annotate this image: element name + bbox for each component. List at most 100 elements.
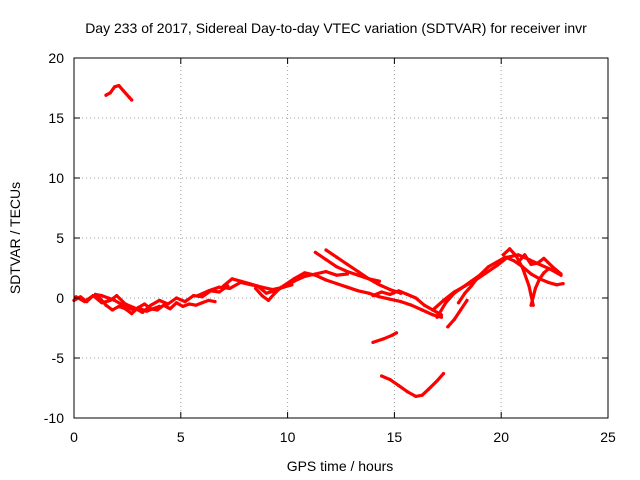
- data-point: [482, 270, 486, 274]
- data-point: [335, 265, 339, 269]
- data-point: [256, 284, 260, 288]
- data-point: [207, 298, 211, 302]
- data-point: [533, 286, 538, 290]
- data-point: [356, 273, 360, 277]
- y-tick-label: 0: [56, 290, 64, 306]
- x-tick-label: 10: [280, 429, 296, 445]
- data-point: [420, 308, 424, 312]
- data-point: [162, 303, 166, 307]
- data-point: [542, 271, 546, 275]
- data-point: [117, 304, 121, 308]
- data-point: [127, 96, 132, 100]
- data-point: [108, 91, 112, 95]
- x-tick-label: 20: [493, 429, 509, 445]
- data-point: [397, 384, 401, 388]
- data-point: [495, 260, 499, 264]
- data-point: [335, 255, 339, 259]
- data-point: [388, 297, 392, 301]
- data-point: [142, 302, 147, 306]
- data-point: [380, 290, 384, 294]
- data-point: [290, 283, 294, 287]
- data-point: [217, 285, 221, 289]
- data-point: [356, 289, 360, 293]
- data-point: [157, 304, 161, 308]
- y-tick-label: 5: [56, 230, 64, 246]
- data-point: [115, 294, 119, 298]
- data-point: [529, 262, 533, 266]
- data-point: [303, 271, 307, 275]
- data-point: [324, 248, 328, 252]
- data-point: [254, 286, 258, 290]
- data-point: [388, 288, 392, 292]
- series-line-track-m: [380, 372, 446, 398]
- data-point: [281, 284, 285, 288]
- data-point: [174, 301, 179, 305]
- data-point: [377, 295, 381, 299]
- series-line-track-h: [281, 271, 443, 319]
- data-point: [181, 304, 185, 308]
- data-point: [521, 266, 525, 270]
- data-point: [292, 277, 296, 281]
- data-point: [446, 325, 450, 329]
- data-point: [382, 337, 386, 341]
- data-point: [100, 301, 104, 305]
- data-point: [345, 262, 349, 266]
- data-point: [104, 303, 108, 307]
- data-point: [132, 308, 136, 312]
- x-tick-label: 15: [387, 429, 403, 445]
- data-point: [145, 309, 149, 313]
- data-point: [463, 291, 467, 295]
- data-point: [200, 301, 204, 305]
- data-point: [441, 298, 446, 302]
- data-point: [399, 300, 403, 304]
- data-point: [538, 277, 542, 281]
- data-point: [380, 374, 384, 378]
- data-point: [168, 307, 172, 311]
- data-point: [377, 283, 381, 287]
- data-point: [187, 302, 191, 306]
- data-point: [550, 265, 555, 269]
- data-point: [414, 296, 418, 300]
- data-point: [266, 298, 270, 302]
- data-point: [435, 315, 439, 319]
- data-point: [405, 390, 409, 394]
- data-point: [324, 278, 328, 282]
- data-point: [388, 378, 392, 382]
- data-point: [459, 308, 463, 312]
- data-point: [559, 272, 563, 276]
- data-point: [405, 292, 409, 296]
- data-point: [174, 296, 179, 300]
- data-point: [441, 372, 446, 376]
- data-point: [247, 282, 251, 286]
- data-point: [476, 276, 480, 280]
- data-point: [427, 387, 431, 391]
- data-point: [394, 331, 399, 335]
- data-point: [444, 301, 448, 305]
- data-point: [546, 280, 550, 284]
- data-point: [469, 284, 473, 288]
- data-point: [555, 283, 559, 287]
- data-point: [356, 270, 360, 274]
- data-point: [264, 291, 268, 295]
- data-point: [117, 84, 121, 88]
- data-point: [106, 296, 110, 300]
- data-point: [157, 298, 161, 302]
- data-point: [313, 250, 317, 254]
- chart-title: Day 233 of 2017, Sidereal Day-to-day VTE…: [85, 20, 587, 36]
- data-point: [409, 303, 414, 307]
- x-tick-label: 5: [177, 429, 185, 445]
- data-point: [239, 279, 243, 283]
- data-point: [377, 279, 381, 283]
- data-point: [506, 255, 510, 259]
- data-point: [367, 291, 371, 295]
- data-point: [228, 286, 232, 290]
- data-point: [166, 302, 170, 306]
- data-point: [121, 88, 125, 92]
- data-point: [452, 290, 456, 294]
- data-point: [535, 261, 540, 265]
- series-line-track-l: [371, 331, 399, 344]
- y-axis-label: SDTVAR / TECUs: [7, 182, 23, 294]
- data-point: [431, 313, 435, 317]
- data-point: [192, 294, 196, 298]
- data-point: [183, 300, 187, 304]
